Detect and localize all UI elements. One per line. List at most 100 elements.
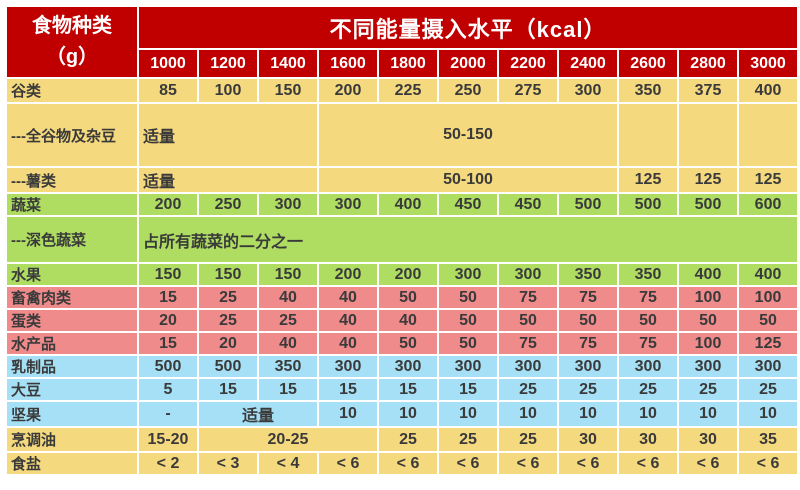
value-cell: < 6 bbox=[437, 451, 499, 476]
energy-level-header: 1800 bbox=[377, 48, 439, 79]
value-cell: 50 bbox=[677, 308, 739, 333]
value-cell: 10 bbox=[497, 400, 559, 428]
food-type-header-unit: （g） bbox=[45, 46, 99, 68]
value-cell bbox=[736, 102, 800, 168]
table-row: ---深色蔬菜 占所有蔬菜的二分之一 bbox=[5, 215, 800, 264]
value-cell: 100 bbox=[197, 77, 259, 104]
value-cell: 40 bbox=[317, 285, 379, 310]
food-type-label: 食盐 bbox=[5, 451, 139, 476]
value-cell: 15 bbox=[137, 285, 199, 310]
value-cell: 275 bbox=[497, 77, 559, 104]
value-cell: 500 bbox=[677, 192, 739, 217]
value-cell: 450 bbox=[497, 192, 559, 217]
value-cell: 250 bbox=[437, 77, 499, 104]
table-header: 食物种类 （g） 不同能量摄入水平（kcal） 1000 1200 1400 1600… bbox=[5, 5, 800, 79]
table-row: 水产品 15 20 40 40 50 50 75 75 75 100 125 bbox=[5, 331, 800, 356]
value-cell: 50 bbox=[377, 331, 439, 356]
value-cell: 125 bbox=[736, 331, 800, 356]
value-cell: 15 bbox=[197, 377, 259, 402]
value-cell: 25 bbox=[557, 377, 619, 402]
value-cell: 40 bbox=[317, 308, 379, 333]
value-cell: 50 bbox=[437, 308, 499, 333]
value-cell: 300 bbox=[677, 354, 739, 379]
energy-level-header: 1400 bbox=[257, 48, 319, 79]
value-cell: 20 bbox=[197, 331, 259, 356]
value-cell: 350 bbox=[617, 262, 679, 287]
value-cell: 500 bbox=[617, 192, 679, 217]
value-cell: 占所有蔬菜的二分之一 bbox=[136, 215, 800, 264]
food-type-header-title: 食物种类 bbox=[32, 15, 112, 37]
value-cell: 75 bbox=[617, 331, 679, 356]
value-cell: 75 bbox=[497, 285, 559, 310]
value-cell: 500 bbox=[197, 354, 259, 379]
value-cell: 20-25 bbox=[197, 426, 379, 453]
value-cell: 40 bbox=[257, 285, 319, 310]
value-cell: 40 bbox=[377, 308, 439, 333]
value-cell: 100 bbox=[677, 331, 739, 356]
food-type-label: 蔬菜 bbox=[5, 192, 139, 217]
value-cell: 500 bbox=[137, 354, 199, 379]
value-cell: 375 bbox=[677, 77, 739, 104]
value-cell: 200 bbox=[317, 77, 379, 104]
value-cell: < 6 bbox=[736, 451, 800, 476]
value-cell bbox=[677, 102, 739, 168]
value-cell: 50 bbox=[736, 308, 800, 333]
value-cell: 125 bbox=[736, 166, 800, 194]
value-cell: 350 bbox=[617, 77, 679, 104]
value-cell: 30 bbox=[677, 426, 739, 453]
food-type-label: ---深色蔬菜 bbox=[5, 215, 139, 264]
value-cell: 15 bbox=[257, 377, 319, 402]
value-cell: < 3 bbox=[197, 451, 259, 476]
food-type-label: 水果 bbox=[5, 262, 139, 287]
value-cell: < 4 bbox=[257, 451, 319, 476]
table-row: 食盐 < 2 < 3 < 4 < 6 < 6 < 6 < 6 < 6 < 6 < 6 < 6 bbox=[5, 451, 800, 476]
value-cell: 适量 bbox=[197, 400, 319, 428]
value-cell: 25 bbox=[497, 377, 559, 402]
energy-header-row: 1000 1200 1400 1600 1800 2000 2200 2400 2600 2800… bbox=[6, 48, 800, 79]
value-cell: 适量 bbox=[137, 102, 319, 168]
value-cell: 225 bbox=[377, 77, 439, 104]
value-cell: 10 bbox=[317, 400, 379, 428]
value-cell: 50 bbox=[557, 308, 619, 333]
food-type-label: 大豆 bbox=[5, 377, 139, 402]
value-cell: 50 bbox=[377, 285, 439, 310]
value-cell: 15-20 bbox=[137, 426, 199, 453]
kcal-header-row: 食物种类 （g） 不同能量摄入水平（kcal） bbox=[5, 5, 800, 79]
table-row: ---薯类 适量 50-100 125 125 125 bbox=[5, 166, 800, 194]
food-table: 食物种类 （g） 不同能量摄入水平（kcal） 1000 1200 1400 1600… bbox=[5, 5, 800, 476]
food-type-label: 水产品 bbox=[5, 331, 139, 356]
value-cell: 300 bbox=[557, 354, 619, 379]
value-cell: 400 bbox=[736, 77, 800, 104]
energy-level-header: 3000 bbox=[736, 48, 800, 79]
value-cell: < 6 bbox=[677, 451, 739, 476]
value-cell: 300 bbox=[317, 192, 379, 217]
value-cell: < 2 bbox=[137, 451, 199, 476]
food-type-label: 烹调油 bbox=[5, 426, 139, 453]
value-cell: 400 bbox=[736, 262, 800, 287]
value-cell: 10 bbox=[736, 400, 800, 428]
energy-level-header: 2800 bbox=[677, 48, 739, 79]
value-cell: 200 bbox=[377, 262, 439, 287]
value-cell: 25 bbox=[257, 308, 319, 333]
food-table-body: 谷类 85 100 150 200 225 250 275 300 350 375 400 ---全谷物… bbox=[5, 77, 800, 476]
table-row: 烹调油 15-20 20-25 25 25 25 30 30 30 35 bbox=[5, 426, 800, 453]
energy-level-header: 1600 bbox=[317, 48, 379, 79]
value-cell: 75 bbox=[557, 285, 619, 310]
food-type-label: ---全谷物及杂豆 bbox=[5, 102, 139, 168]
value-cell bbox=[617, 102, 679, 168]
value-cell: 10 bbox=[377, 400, 439, 428]
table-row: 蔬菜 200 250 300 300 400 450 450 500 500 500 600 bbox=[5, 192, 800, 217]
value-cell: 50 bbox=[437, 285, 499, 310]
food-type-label: 乳制品 bbox=[5, 354, 139, 379]
value-cell: 600 bbox=[736, 192, 800, 217]
value-cell: 10 bbox=[437, 400, 499, 428]
table-row: 蛋类 20 25 25 40 40 50 50 50 50 50 50 bbox=[5, 308, 800, 333]
value-cell: 25 bbox=[437, 426, 499, 453]
value-cell: 75 bbox=[617, 285, 679, 310]
value-cell: 15 bbox=[317, 377, 379, 402]
value-cell: 300 bbox=[497, 354, 559, 379]
food-type-label: 坚果 bbox=[5, 400, 139, 428]
value-cell: 150 bbox=[257, 262, 319, 287]
value-cell: 150 bbox=[197, 262, 259, 287]
value-cell: 150 bbox=[137, 262, 199, 287]
